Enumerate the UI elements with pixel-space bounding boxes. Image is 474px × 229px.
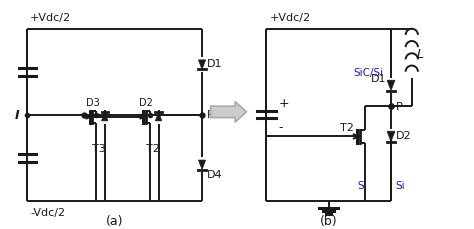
Text: Si: Si [396, 180, 405, 191]
Text: I: I [15, 109, 19, 122]
Text: D1: D1 [207, 58, 222, 68]
Text: +Vdc/2: +Vdc/2 [30, 13, 71, 23]
Polygon shape [387, 81, 395, 91]
Polygon shape [387, 132, 395, 142]
FancyArrow shape [210, 102, 246, 123]
Polygon shape [199, 160, 206, 170]
Text: D2: D2 [139, 98, 153, 108]
Text: SiC/Si: SiC/Si [353, 68, 383, 78]
Text: D4: D4 [207, 169, 222, 180]
Text: +: + [279, 96, 289, 109]
Text: D1: D1 [371, 74, 386, 84]
Text: -Vdc/2: -Vdc/2 [30, 207, 65, 217]
Polygon shape [199, 61, 206, 70]
Polygon shape [155, 113, 162, 121]
Text: (b): (b) [320, 214, 337, 227]
Text: D3: D3 [86, 98, 100, 108]
Text: -: - [279, 120, 283, 133]
Text: D2: D2 [396, 130, 411, 140]
Text: T2: T2 [340, 123, 354, 132]
Text: P: P [207, 109, 213, 119]
Text: T3: T3 [92, 143, 106, 153]
Polygon shape [101, 113, 108, 121]
Text: T2: T2 [146, 143, 160, 153]
Text: P: P [396, 102, 402, 112]
Text: Si: Si [358, 180, 367, 191]
Text: (a): (a) [105, 214, 123, 227]
Text: +Vdc/2: +Vdc/2 [270, 13, 311, 23]
Text: L: L [417, 48, 423, 60]
